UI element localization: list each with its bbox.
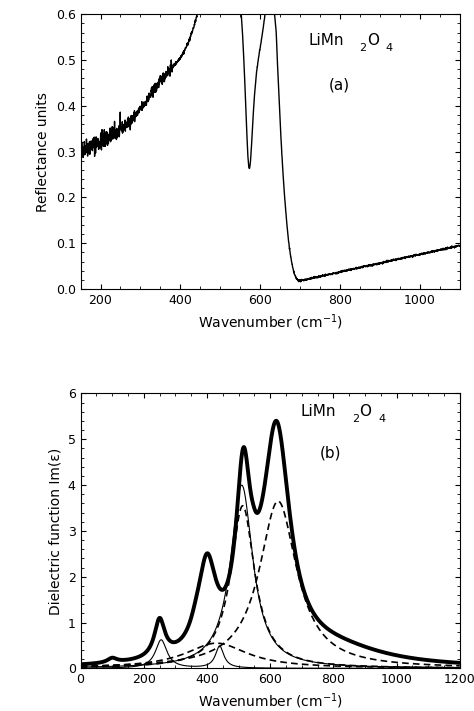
- Text: (a): (a): [329, 77, 350, 92]
- Y-axis label: Reflectance units: Reflectance units: [36, 92, 50, 212]
- Text: LiMn: LiMn: [308, 33, 344, 48]
- Text: 2: 2: [359, 43, 366, 53]
- Text: O: O: [367, 33, 379, 48]
- Text: LiMn: LiMn: [301, 405, 336, 419]
- Text: 2: 2: [352, 414, 359, 424]
- Text: 4: 4: [386, 43, 393, 53]
- Text: O: O: [359, 405, 371, 419]
- X-axis label: Wavenumber (cm$^{-1}$): Wavenumber (cm$^{-1}$): [198, 312, 343, 332]
- Text: (b): (b): [319, 446, 341, 461]
- Y-axis label: Dielectric function Im(ε): Dielectric function Im(ε): [48, 447, 62, 614]
- X-axis label: Wavenumber (cm$^{-1}$): Wavenumber (cm$^{-1}$): [198, 692, 343, 711]
- Text: 4: 4: [378, 414, 385, 424]
